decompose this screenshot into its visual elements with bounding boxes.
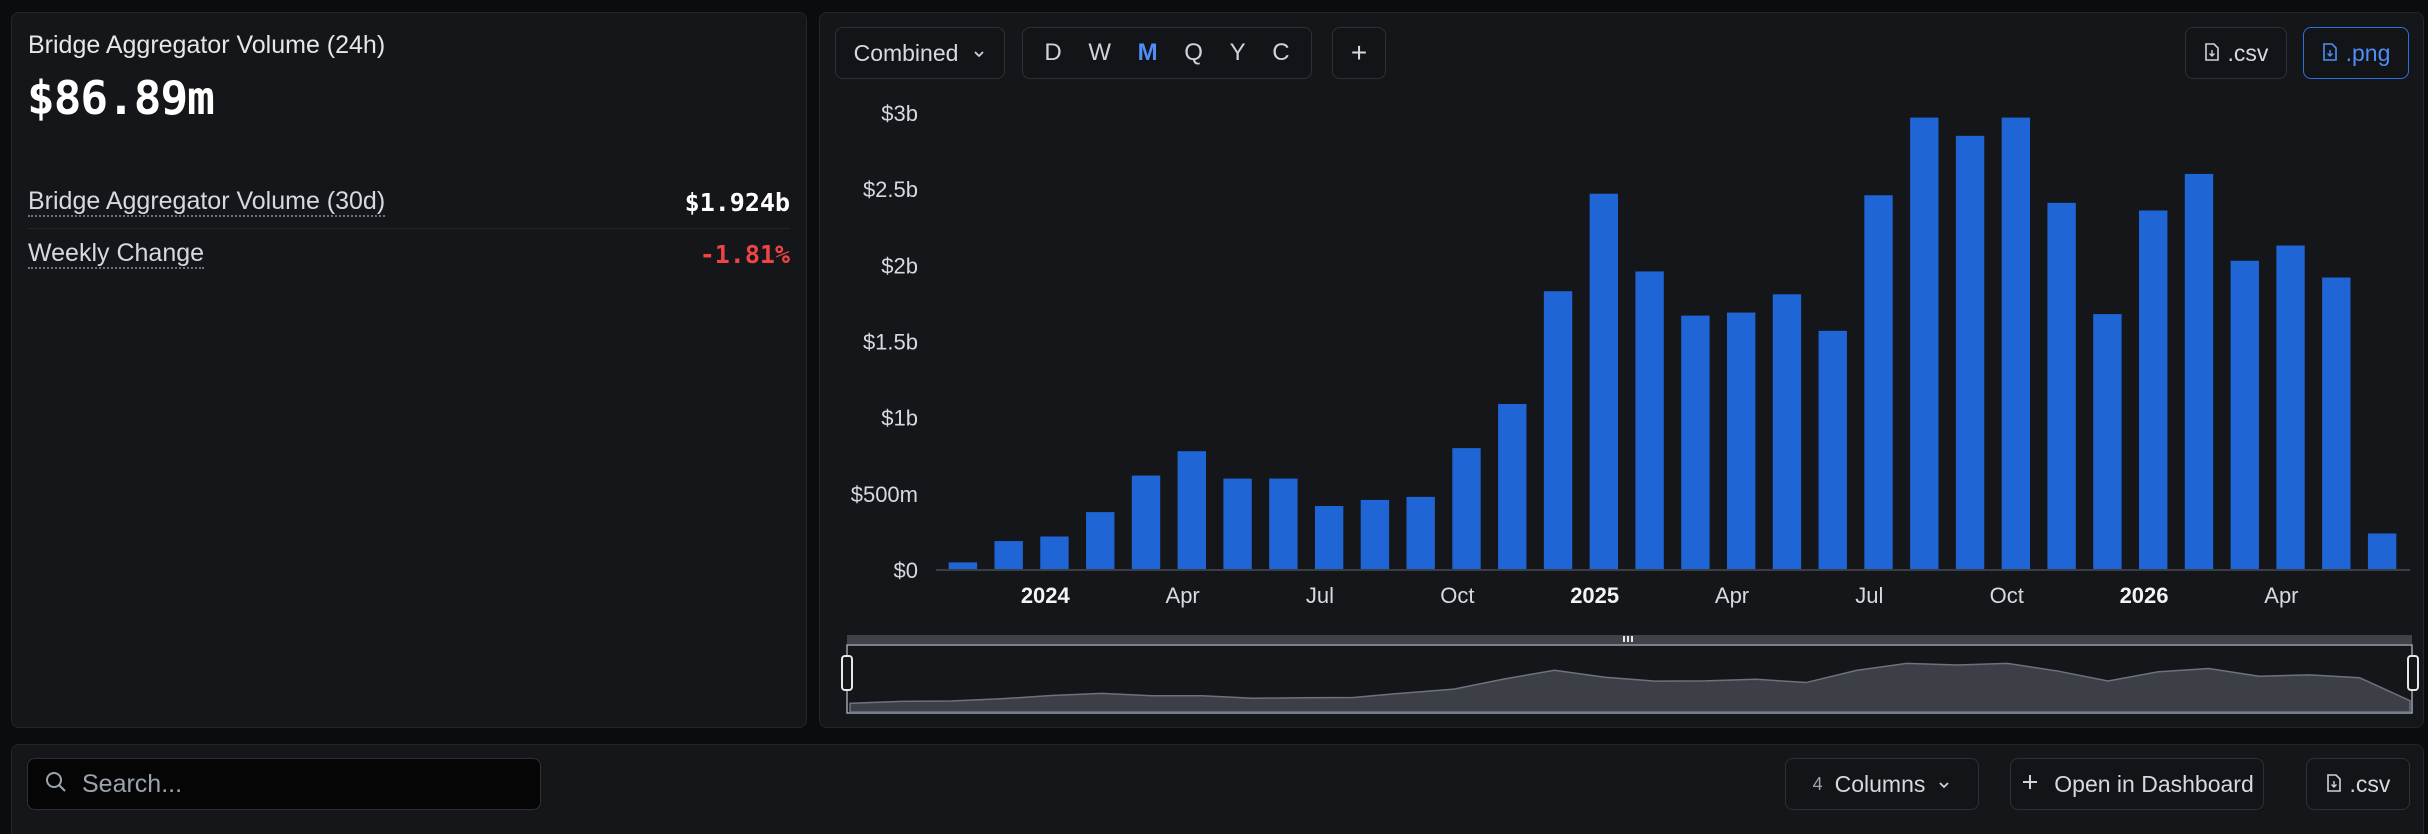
bar[interactable] [2047, 202, 2076, 571]
bar[interactable] [1589, 193, 1619, 570]
bar[interactable] [1681, 315, 1710, 570]
add-metric-button[interactable]: + [1332, 27, 1386, 79]
bar[interactable] [994, 541, 1023, 570]
bars [948, 117, 2397, 571]
bar[interactable] [1314, 506, 1344, 570]
stat-value: $86.89m [27, 71, 215, 125]
range-selector: D W M Q Y C [1022, 27, 1312, 79]
brush-handle-right[interactable] [2407, 655, 2419, 691]
combined-dropdown[interactable]: Combined [835, 27, 1005, 79]
csv-label: .csv [2227, 39, 2269, 66]
brush-preview-area [849, 662, 2411, 713]
stat-row-label[interactable]: Weekly Change [28, 239, 205, 269]
bar[interactable] [948, 562, 978, 570]
search-icon [44, 770, 68, 799]
table-toolbar: 4 Columns Open in Dashboard .csv [11, 744, 2424, 834]
bar[interactable] [2322, 277, 2351, 570]
y-tick-label: $2b [881, 253, 918, 278]
combined-label: Combined [853, 39, 959, 66]
bar[interactable] [2093, 314, 2122, 570]
x-tick-label: 2026 [2120, 583, 2169, 608]
bar[interactable] [2139, 210, 2168, 570]
stat-row-value: -1.81% [699, 239, 790, 269]
x-tick-label: 2025 [1570, 583, 1619, 608]
bar[interactable] [1452, 448, 1481, 570]
bar[interactable] [1635, 271, 1664, 570]
x-tick-label: 2024 [1021, 583, 1071, 608]
x-tick-label: Apr [2264, 583, 2298, 608]
range-c-button[interactable]: C [1272, 39, 1290, 66]
range-q-button[interactable]: Q [1184, 39, 1203, 66]
x-tick-label: Apr [1715, 583, 1749, 608]
x-tick-label: Oct [1990, 583, 2024, 608]
x-axis: 2024 Apr Jul Oct 2025 Apr Jul Oct 2026 Apr [1021, 583, 2299, 608]
table-download-csv-button[interactable]: .csv [2306, 758, 2410, 810]
bar[interactable] [1269, 478, 1298, 570]
range-w-button[interactable]: W [1088, 39, 1111, 66]
y-tick-label: $1b [881, 406, 918, 431]
bar[interactable] [1406, 496, 1435, 570]
x-tick-label: Apr [1166, 583, 1200, 608]
brush-handle-left[interactable] [841, 655, 853, 691]
stat-title: Bridge Aggregator Volume (24h) [28, 31, 386, 59]
brush-grip-icon[interactable] [1623, 636, 1633, 642]
chevron-down-icon [1937, 771, 1951, 798]
bar[interactable] [1086, 512, 1115, 570]
bar[interactable] [1772, 294, 1802, 570]
y-axis: $0 $500m $1b $1.5b $2b $2.5b $3b [851, 101, 918, 583]
brush-track[interactable] [847, 635, 2412, 644]
file-icon [2322, 40, 2338, 67]
range-d-button[interactable]: D [1044, 39, 1062, 66]
download-csv-button[interactable]: .csv [2185, 27, 2287, 79]
y-tick-label: $1.5b [863, 330, 918, 355]
columns-label: Columns [1834, 770, 1926, 797]
columns-count: 4 [1812, 773, 1823, 794]
bar[interactable] [1955, 135, 1985, 570]
search-input[interactable] [80, 768, 524, 800]
file-icon [2204, 40, 2220, 67]
chart-panel: Combined D W M Q Y C + .csv .png $0 $500m… [819, 12, 2424, 728]
x-tick-label: Jul [1855, 583, 1883, 608]
bar[interactable] [2230, 260, 2259, 570]
download-png-button[interactable]: .png [2303, 27, 2409, 79]
bar[interactable] [1543, 291, 1573, 570]
y-tick-label: $0 [894, 558, 918, 583]
stat-row-weekly-change: Weekly Change -1.81% [28, 228, 790, 280]
open-in-dashboard-button[interactable]: Open in Dashboard [2010, 758, 2264, 810]
bar[interactable] [2001, 117, 2031, 570]
bar[interactable] [2276, 245, 2305, 570]
bar[interactable] [1498, 403, 1527, 570]
range-m-button[interactable]: M [1137, 39, 1158, 66]
search-box[interactable] [27, 758, 541, 810]
bar[interactable] [1131, 475, 1161, 570]
y-tick-label: $3b [881, 101, 918, 126]
bar[interactable] [1360, 499, 1390, 570]
stat-row-value: $1.924b [684, 187, 790, 217]
bar[interactable] [1040, 536, 1069, 570]
csv-label: .csv [2349, 770, 2391, 797]
bar[interactable] [1864, 195, 1893, 570]
y-tick-label: $2.5b [863, 177, 918, 202]
stat-row-30d: Bridge Aggregator Volume (30d) $1.924b [28, 176, 790, 229]
stat-row-label[interactable]: Bridge Aggregator Volume (30d) [28, 187, 386, 217]
bar[interactable] [1818, 330, 1847, 570]
file-icon [2326, 771, 2342, 798]
plus-icon [2020, 771, 2040, 798]
x-tick-label: Oct [1440, 583, 1474, 608]
columns-dropdown[interactable]: 4 Columns [1785, 758, 1979, 810]
bar[interactable] [1177, 451, 1206, 570]
bar[interactable] [1910, 117, 1939, 570]
bar-chart: $0 $500m $1b $1.5b $2b $2.5b $3b 2024 Apr Jul Oct… [841, 101, 2419, 714]
bar[interactable] [1223, 478, 1252, 570]
bar[interactable] [2367, 533, 2397, 570]
x-tick-label: Jul [1306, 583, 1334, 608]
dashboard-label: Open in Dashboard [2054, 770, 2254, 797]
stats-panel: Bridge Aggregator Volume (24h) $86.89m B… [11, 12, 807, 728]
chevron-down-icon [972, 40, 986, 67]
bar[interactable] [1726, 312, 1756, 570]
png-label: .png [2345, 39, 2391, 66]
range-y-button[interactable]: Y [1229, 39, 1246, 66]
bar[interactable] [2184, 173, 2214, 570]
y-tick-label: $500m [851, 482, 918, 507]
